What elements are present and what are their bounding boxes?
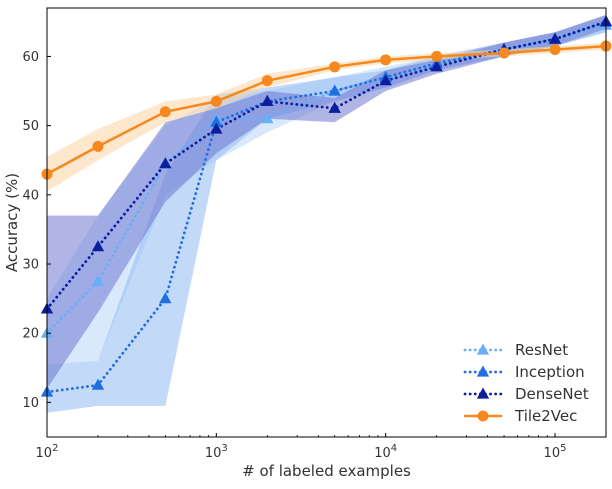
tile2vec-point xyxy=(92,140,104,152)
legend-item-tile2vec: Tile2Vec xyxy=(463,407,577,425)
y-tick-label: 30 xyxy=(22,258,39,273)
densenet-point xyxy=(91,240,105,252)
resnet-point xyxy=(261,112,274,124)
tile2vec-point xyxy=(549,44,561,56)
densenet-point xyxy=(379,74,392,86)
tile2vec-point xyxy=(431,50,443,62)
x-tick-label: 105 xyxy=(544,443,567,461)
inception-point xyxy=(91,378,105,390)
legend: ResNet Inception DenseNet Tile2Vec xyxy=(463,341,589,425)
tile2vec-point xyxy=(159,106,171,118)
densenet-point xyxy=(261,94,274,106)
legend-label-tile2vec: Tile2Vec xyxy=(514,407,577,425)
tile2vec-point xyxy=(498,47,510,59)
legend-item-resnet: ResNet xyxy=(463,341,568,359)
tile2vec-point xyxy=(261,75,273,87)
confidence-bands xyxy=(47,14,606,413)
legend-label-inception: Inception xyxy=(515,363,585,381)
legend-marker-inception xyxy=(476,365,490,377)
tile2vec-confidence-band xyxy=(47,42,606,192)
y-tick-label: 60 xyxy=(22,50,39,65)
y-tick-label: 10 xyxy=(22,396,39,411)
x-tick-label: 102 xyxy=(36,443,59,461)
y-tick-label: 40 xyxy=(22,188,39,203)
legend-marker-resnet xyxy=(476,343,490,355)
x-tick-label: 103 xyxy=(205,443,228,461)
tile2vec-point xyxy=(329,61,341,73)
inception-point xyxy=(210,115,223,127)
legend-item-densenet: DenseNet xyxy=(463,385,589,403)
resnet-point xyxy=(91,274,105,286)
densenet-point xyxy=(328,101,341,113)
legend-label-resnet: ResNet xyxy=(515,341,568,359)
x-axis-title: # of labeled examples xyxy=(242,462,411,480)
x-axis-ticks: 102 103 104 105 xyxy=(36,433,607,461)
x-tick-label: 104 xyxy=(374,443,397,461)
inception-confidence-band xyxy=(47,14,606,413)
y-axis-ticks: 10 20 30 40 50 60 xyxy=(22,50,51,411)
legend-item-inception: Inception xyxy=(463,363,585,381)
tile2vec-point xyxy=(210,95,222,107)
y-axis-title: Accuracy (%) xyxy=(3,173,21,272)
densenet-point xyxy=(210,122,223,134)
legend-marker-tile2vec xyxy=(477,410,489,422)
densenet-point xyxy=(430,60,443,72)
densenet-point xyxy=(548,32,562,44)
inception-point xyxy=(159,292,172,304)
tile2vec-point xyxy=(380,54,392,66)
densenet-line xyxy=(47,20,606,311)
y-tick-label: 50 xyxy=(22,119,39,134)
densenet-point xyxy=(159,157,172,169)
inception-point xyxy=(328,84,341,96)
densenet-confidence-band xyxy=(47,14,606,389)
plot-frame xyxy=(46,7,607,438)
y-tick-label: 20 xyxy=(22,327,39,342)
legend-label-densenet: DenseNet xyxy=(515,385,589,403)
legend-marker-densenet xyxy=(476,387,490,399)
